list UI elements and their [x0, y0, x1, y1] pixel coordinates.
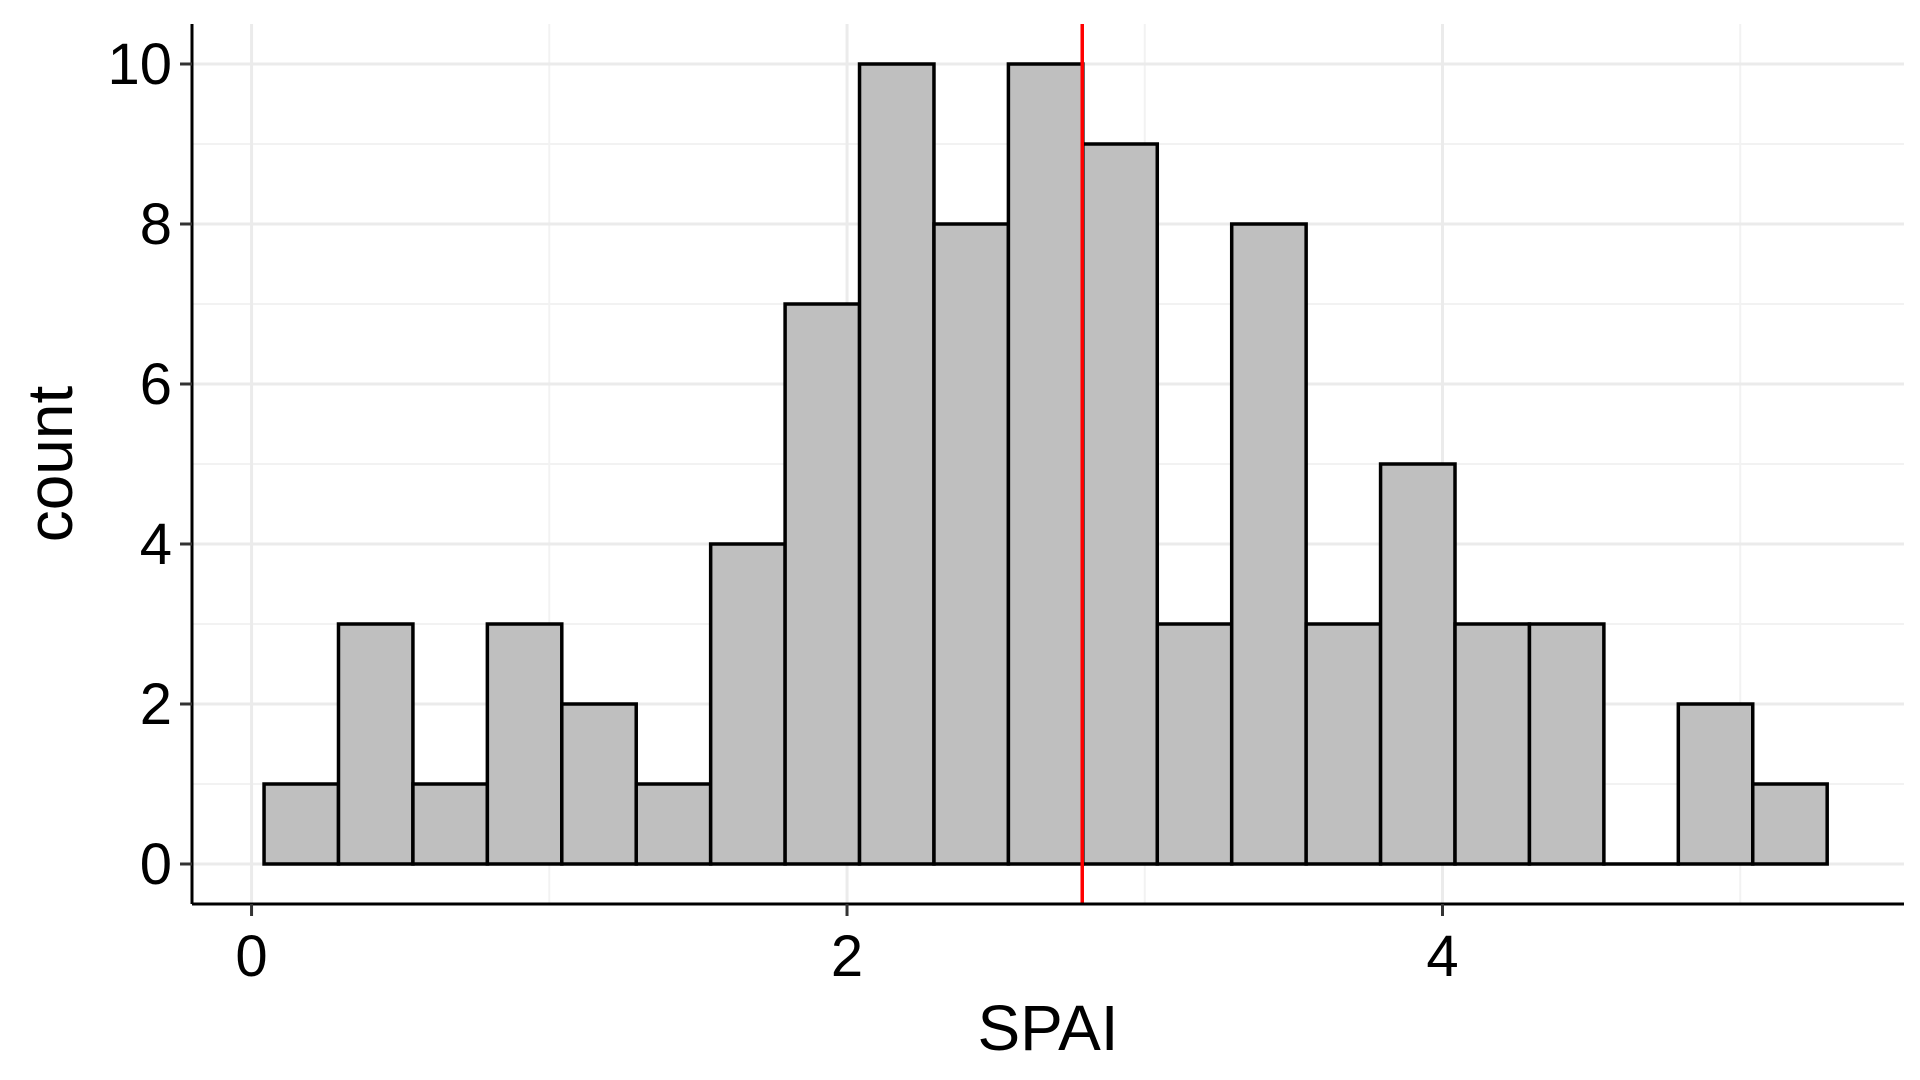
axes: [190, 24, 1904, 906]
y-tick-label: 0: [140, 832, 172, 897]
y-axis-title: count: [14, 386, 86, 543]
histogram-bar: [560, 702, 638, 866]
histogram-bar: [1453, 622, 1532, 866]
y-tick-label: 2: [140, 672, 172, 737]
histogram-bar: [336, 622, 415, 866]
y-tick-label: 10: [107, 32, 172, 97]
tick-marks-and-labels: 0 2 4 0 2 4 6 8 10: [107, 32, 1458, 989]
histogram-bar: [262, 782, 341, 866]
histogram-bar: [1676, 702, 1755, 866]
histogram-bar: [1750, 782, 1829, 866]
histogram-bar: [634, 782, 713, 866]
histogram-bar: [1006, 62, 1085, 866]
histogram-bar: [1229, 222, 1308, 866]
x-axis-title: SPAI: [977, 992, 1118, 1064]
histogram-bar: [1304, 622, 1383, 866]
y-tick-label: 4: [140, 512, 172, 577]
x-tick-label: 0: [235, 924, 267, 989]
histogram-bar: [1527, 622, 1606, 866]
x-tick-label: 4: [1426, 924, 1458, 989]
histogram-bars: [262, 62, 1829, 866]
histogram-bar: [857, 62, 936, 866]
histogram-bar: [1081, 142, 1160, 866]
histogram-bar: [485, 622, 564, 866]
histogram-bar: [783, 302, 862, 866]
histogram-bar: [411, 782, 490, 866]
histogram-bar: [1155, 622, 1234, 866]
histogram-bar: [708, 542, 787, 866]
histogram-bar: [1378, 462, 1457, 866]
y-tick-label: 8: [140, 192, 172, 257]
y-tick-label: 6: [140, 352, 172, 417]
histogram-bar: [932, 222, 1011, 866]
x-tick-label: 2: [831, 924, 863, 989]
